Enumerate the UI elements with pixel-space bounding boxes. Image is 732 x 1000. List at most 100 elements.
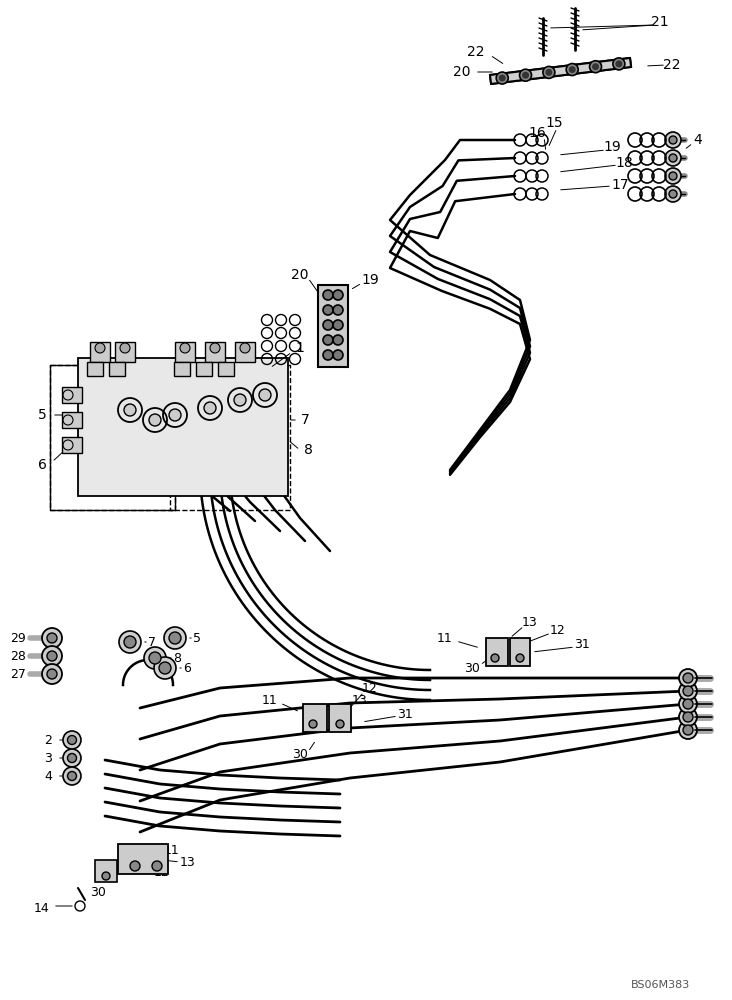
Circle shape — [144, 647, 166, 669]
Text: 16: 16 — [528, 126, 546, 140]
Circle shape — [47, 651, 57, 661]
Circle shape — [498, 75, 506, 82]
Circle shape — [120, 343, 130, 353]
Circle shape — [164, 627, 186, 649]
Circle shape — [491, 654, 499, 662]
Circle shape — [683, 725, 693, 735]
Circle shape — [333, 335, 343, 345]
Bar — [78, 358, 288, 496]
Circle shape — [679, 721, 697, 739]
Circle shape — [323, 290, 333, 300]
Circle shape — [159, 662, 171, 674]
Circle shape — [333, 350, 343, 360]
Text: 29: 29 — [10, 632, 26, 645]
Bar — [510, 638, 530, 666]
Circle shape — [665, 168, 681, 184]
Circle shape — [210, 343, 220, 353]
Bar — [62, 412, 82, 428]
Circle shape — [169, 409, 181, 421]
Circle shape — [323, 320, 333, 330]
Circle shape — [259, 389, 271, 401]
Circle shape — [679, 669, 697, 687]
Circle shape — [152, 861, 162, 871]
Bar — [87, 362, 103, 376]
Circle shape — [496, 72, 508, 84]
Text: 8: 8 — [173, 652, 181, 664]
Circle shape — [683, 673, 693, 683]
Text: 27: 27 — [10, 668, 26, 680]
Circle shape — [63, 731, 81, 749]
Circle shape — [592, 63, 599, 70]
Text: 19: 19 — [603, 140, 621, 154]
Circle shape — [119, 631, 141, 653]
Circle shape — [679, 708, 697, 726]
Circle shape — [42, 628, 62, 648]
Circle shape — [683, 712, 693, 722]
Text: 6: 6 — [37, 458, 46, 472]
Circle shape — [336, 720, 344, 728]
Circle shape — [42, 664, 62, 684]
Circle shape — [124, 404, 136, 416]
Text: 2: 2 — [44, 734, 52, 746]
Text: 30: 30 — [464, 662, 480, 674]
Text: 20: 20 — [453, 65, 471, 79]
Text: 11: 11 — [437, 632, 453, 645]
Bar — [329, 704, 351, 732]
Text: 12: 12 — [362, 682, 378, 694]
Text: 7: 7 — [301, 413, 310, 427]
Text: 17: 17 — [611, 178, 629, 192]
Circle shape — [589, 61, 602, 73]
Text: 30: 30 — [90, 886, 106, 898]
Text: 1: 1 — [296, 341, 305, 355]
Circle shape — [543, 66, 555, 78]
Bar — [196, 362, 212, 376]
Circle shape — [613, 58, 625, 70]
Text: 22: 22 — [467, 45, 485, 59]
Bar — [62, 437, 82, 453]
Circle shape — [679, 682, 697, 700]
Text: 19: 19 — [361, 273, 379, 287]
Bar — [175, 342, 195, 362]
Text: 5: 5 — [37, 408, 46, 422]
Circle shape — [616, 60, 622, 67]
Text: 11: 11 — [262, 694, 278, 706]
Text: 4: 4 — [44, 770, 52, 782]
Text: 7: 7 — [148, 636, 156, 648]
Text: 12: 12 — [550, 624, 566, 637]
Circle shape — [669, 190, 677, 198]
Circle shape — [149, 652, 161, 664]
Text: 14: 14 — [34, 902, 50, 914]
Circle shape — [683, 686, 693, 696]
Bar — [90, 342, 110, 362]
Circle shape — [63, 749, 81, 767]
Text: 13: 13 — [180, 856, 196, 868]
Circle shape — [333, 320, 343, 330]
Circle shape — [130, 861, 140, 871]
Text: 8: 8 — [304, 443, 313, 457]
Circle shape — [333, 290, 343, 300]
Bar — [205, 342, 225, 362]
Circle shape — [124, 636, 136, 648]
Circle shape — [665, 186, 681, 202]
Circle shape — [47, 669, 57, 679]
Circle shape — [149, 414, 161, 426]
Text: 11: 11 — [164, 844, 180, 856]
Circle shape — [204, 402, 216, 414]
Text: 31: 31 — [574, 639, 590, 652]
Circle shape — [169, 632, 181, 644]
Text: 6: 6 — [183, 662, 191, 674]
Circle shape — [323, 335, 333, 345]
Circle shape — [42, 646, 62, 666]
Polygon shape — [490, 58, 631, 84]
Circle shape — [333, 305, 343, 315]
Text: BS06M383: BS06M383 — [630, 980, 690, 990]
Circle shape — [234, 394, 246, 406]
Text: 3: 3 — [44, 752, 52, 764]
Text: 31: 31 — [397, 708, 413, 722]
Text: 28: 28 — [10, 650, 26, 662]
Text: 13: 13 — [352, 694, 368, 706]
Circle shape — [669, 154, 677, 162]
Circle shape — [679, 695, 697, 713]
Circle shape — [102, 872, 110, 880]
Circle shape — [67, 754, 77, 762]
